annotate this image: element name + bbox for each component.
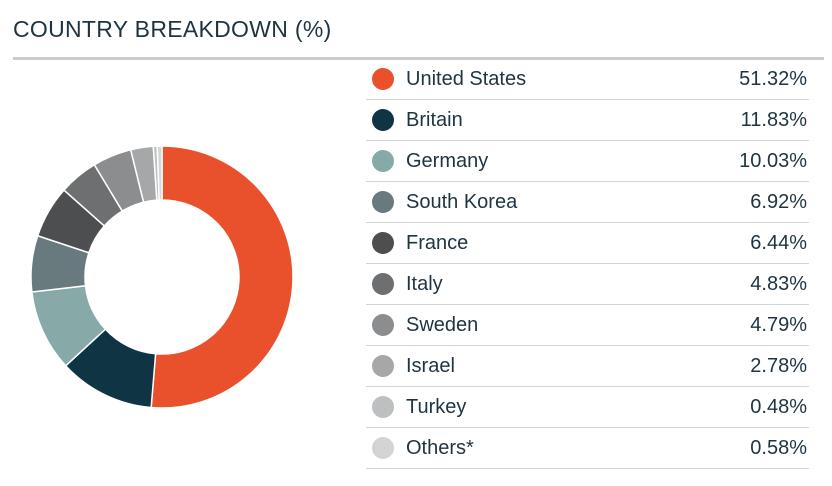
legend-value: 4.83% [750,273,807,295]
legend-label: Britain [406,109,463,131]
legend-row-united-states: United States 51.32% [366,59,809,100]
legend: United States 51.32% Britain 11.83% Germany 1… [366,59,809,469]
title-divider [13,57,824,60]
legend-value: 10.03% [739,150,807,172]
legend-label: Germany [406,150,489,172]
legend-value: 6.44% [750,232,807,254]
legend-label: France [406,232,469,254]
legend-value: 4.79% [750,314,807,336]
legend-value: 51.32% [739,68,807,90]
legend-label: United States [406,68,527,90]
legend-value: 6.92% [750,191,807,213]
legend-label: Turkey [406,396,467,418]
legend-value: 11.83% [740,109,807,131]
chart-title: COUNTRY BREAKDOWN (%) [13,16,332,42]
legend-row-turkey: Turkey 0.48% [366,387,809,428]
legend-value: 0.58% [750,437,807,459]
legend-row-france: France 6.44% [366,223,809,264]
legend-row-others: Others* 0.58% [366,428,809,469]
legend-swatch [372,232,394,254]
legend-value: 0.48% [750,396,807,418]
legend-swatch [372,191,394,213]
legend-swatch [372,109,394,131]
legend-swatch [372,355,394,377]
legend-row-germany: Germany 10.03% [366,141,809,182]
legend-value: 2.78% [750,355,807,377]
legend-swatch [372,396,394,418]
donut-slices [30,145,294,409]
legend-swatch [372,314,394,336]
legend-row-israel: Israel 2.78% [366,346,809,387]
legend-label: Sweden [406,314,479,336]
slice-united-states [150,145,294,409]
legend-row-italy: Italy 4.83% [366,264,809,305]
legend-swatch [372,437,394,459]
legend-swatch [372,273,394,295]
legend-label: Israel [406,355,455,377]
donut-chart [30,145,294,409]
legend-swatch [372,150,394,172]
legend-row-sweden: Sweden 4.79% [366,305,809,346]
legend-row-britain: Britain 11.83% [366,100,809,141]
slice-others [156,145,163,201]
legend-swatch [372,68,394,90]
legend-label: Others* [406,437,474,459]
legend-row-south-korea: South Korea 6.92% [366,182,809,223]
legend-label: South Korea [406,191,518,213]
legend-label: Italy [406,273,443,295]
